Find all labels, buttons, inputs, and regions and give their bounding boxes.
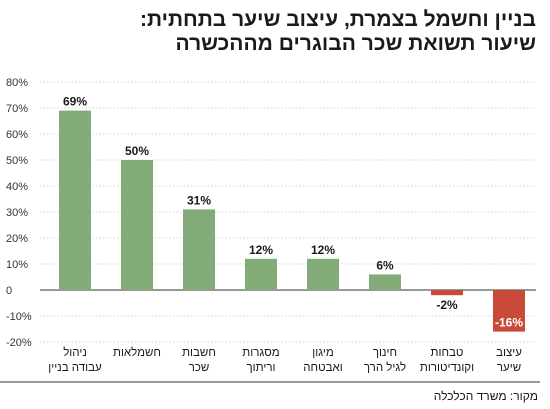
category-label: ניהול [63,346,87,359]
bar [245,258,277,290]
chart-title: בניין וחשמל בצמרת, עיצוב שיער בתחתית: שי… [0,8,536,56]
category-label: חינוך [373,347,397,359]
bar-value-label: 50% [125,144,149,158]
y-tick-label: 20% [6,233,28,245]
bar [121,160,153,290]
category-label: לגיל הרך [364,361,406,374]
y-tick-label: 80% [6,77,28,89]
category-label: טבחות [431,347,464,359]
y-tick-label: 0 [6,285,12,297]
bar-value-label: 69% [63,95,87,109]
category-label: שיער [497,362,521,374]
bar-value-label: 6% [376,258,394,272]
y-tick-label: 30% [6,207,28,219]
y-tick-label: 70% [6,103,28,115]
y-tick-label: 10% [6,259,28,271]
bar-value-label: 12% [249,243,273,257]
y-tick-label: -20% [6,337,32,349]
title-line-2: שיעור תשואת שכר הבוגרים מההכשרה [175,32,537,55]
category-label: עבודה בניין [48,362,102,374]
bar [183,209,215,290]
y-tick-label: 50% [6,155,28,167]
category-label: מיגון [312,347,334,359]
bar [431,290,463,296]
bar-value-label: 12% [311,243,335,257]
y-tick-label: 40% [6,181,28,193]
category-label: שכר [189,362,210,374]
category-label: חשבות [182,347,216,359]
bar-value-label: -2% [436,298,458,312]
bar [307,258,339,290]
bar [369,274,401,290]
category-label: עיצוב [496,347,522,359]
category-label: מסגרות [242,347,279,359]
title-line-1: בניין וחשמל בצמרת, עיצוב שיער בתחתית: [139,8,536,31]
source-note: מקור: משרד הכלכלה [433,389,538,403]
y-tick-label: 60% [6,129,28,141]
bar [59,110,91,290]
category-label: וקונדיטורות [420,362,474,374]
category-label: חשמלאות [113,346,161,359]
bar-value-label: -16% [495,316,523,330]
bar-value-label: 31% [187,193,211,207]
bar [493,290,525,332]
category-label: וריתוך [247,362,276,374]
category-label: ואבטחה [303,362,342,374]
y-tick-label: -10% [6,311,32,323]
